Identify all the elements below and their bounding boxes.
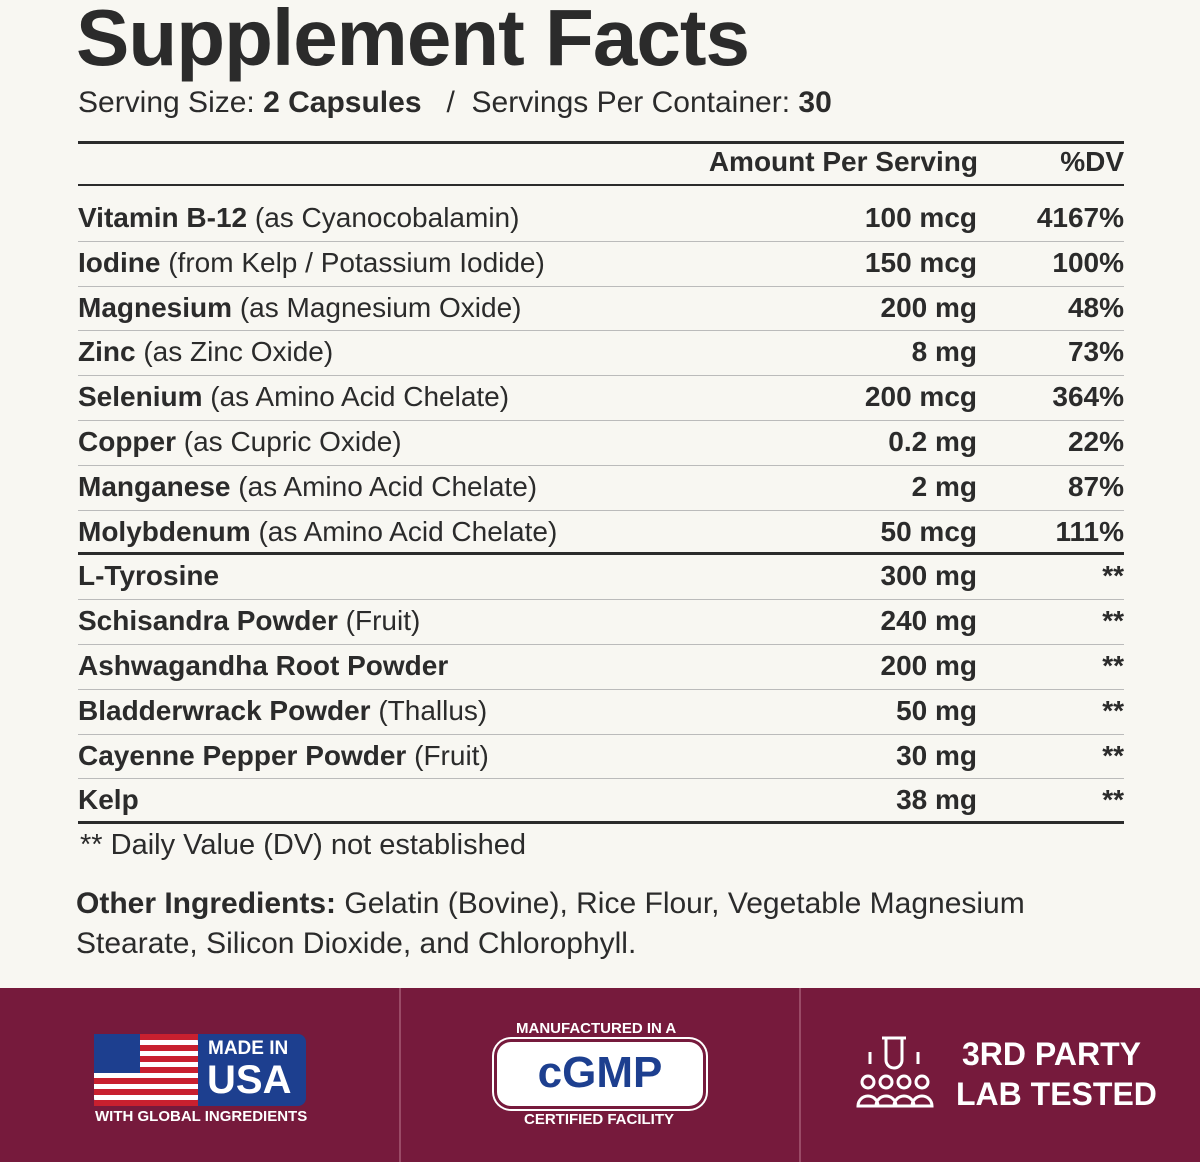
amount: 38 mg bbox=[896, 784, 977, 816]
daily-value: ** bbox=[1102, 560, 1124, 592]
separator: / bbox=[446, 86, 455, 119]
nutrient-row: Vitamin B-12 (as Cyanocobalamin) 100 mcg 4… bbox=[78, 197, 1124, 242]
daily-value: 73% bbox=[1067, 336, 1124, 368]
nutrient-detail: (as Amino Acid Chelate) bbox=[210, 381, 510, 413]
nutrient-row: L-Tyrosine 300 mg ** bbox=[78, 555, 1124, 601]
amount: 50 mg bbox=[896, 694, 977, 726]
daily-value: 87% bbox=[1067, 470, 1124, 502]
daily-value: 4167% bbox=[1036, 202, 1124, 233]
nutrient-detail: (as Zinc Oxide) bbox=[143, 336, 334, 368]
nutrient-rows: Vitamin B-12 (as Cyanocobalamin) 100 mcg 4… bbox=[78, 197, 1124, 825]
daily-value: 364% bbox=[1052, 381, 1124, 413]
amount: 100 mcg bbox=[864, 202, 977, 233]
nutrient-detail: (as Magnesium Oxide) bbox=[239, 291, 522, 323]
servings-per-container: 30 bbox=[798, 86, 832, 119]
nutrient-name: Molybdenum bbox=[78, 515, 251, 547]
badge-main: LAB TESTED bbox=[956, 1076, 1157, 1112]
nutrient-row: Manganese (as Amino Acid Chelate) 2 mg 87% bbox=[78, 466, 1124, 511]
nutrient-detail: (as Amino Acid Chelate) bbox=[238, 470, 538, 502]
amount: 240 mg bbox=[880, 605, 978, 637]
divider bbox=[799, 988, 801, 1162]
nutrient-name: Kelp bbox=[78, 784, 139, 816]
header-rule bbox=[78, 184, 1124, 186]
nutrient-name: Bladderwrack Powder bbox=[78, 694, 371, 726]
badge-top: MANUFACTURED IN A bbox=[516, 1020, 677, 1037]
nutrient-name: Copper bbox=[78, 425, 176, 457]
badge-bottom: CERTIFIED FACILITY bbox=[524, 1111, 674, 1128]
nutrient-name: Manganese bbox=[78, 470, 231, 502]
amount: 8 mg bbox=[911, 336, 977, 368]
servings-label: Servings Per Container: bbox=[471, 86, 791, 119]
nutrient-row: Selenium (as Amino Acid Chelate) 200 mcg 3… bbox=[78, 376, 1124, 421]
amount: 2 mg bbox=[911, 470, 977, 502]
column-header: %DV bbox=[1060, 146, 1124, 177]
nutrient-row: Iodine (from Kelp / Potassium Iodide) 150… bbox=[78, 242, 1124, 287]
daily-value: 22% bbox=[1067, 425, 1124, 457]
amount: 50 mcg bbox=[880, 515, 978, 547]
nutrient-name: Ashwagandha Root Powder bbox=[78, 649, 449, 681]
nutrient-name: Vitamin B-12 bbox=[78, 202, 248, 233]
nutrient-row: Bladderwrack Powder (Thallus) 50 mg ** bbox=[78, 690, 1124, 735]
nutrient-name: Schisandra Powder bbox=[78, 605, 338, 637]
nutrient-row: Molybdenum (as Amino Acid Chelate) 50 mcg… bbox=[78, 511, 1124, 556]
nutrient-detail: (as Cyanocobalamin) bbox=[254, 202, 520, 233]
amount: 200 mcg bbox=[864, 381, 977, 413]
other-ingredients-text: Gelatin (Bovine), Rice Flour, Vegetable … bbox=[76, 887, 1025, 960]
daily-value: ** bbox=[1102, 784, 1124, 816]
top-rule bbox=[78, 141, 1124, 144]
daily-value: ** bbox=[1102, 694, 1124, 726]
amount: 200 mg bbox=[880, 649, 978, 681]
title: Supplement Facts bbox=[76, 0, 750, 82]
badge-main: USA bbox=[207, 1058, 292, 1102]
daily-value: ** bbox=[1102, 605, 1124, 637]
column-header: Amount Per Serving bbox=[708, 146, 978, 177]
daily-value: ** bbox=[1102, 739, 1124, 771]
nutrient-detail: (Thallus) bbox=[378, 694, 488, 726]
usa-flag-badge bbox=[94, 1034, 306, 1106]
nutrient-detail: (Fruit) bbox=[345, 605, 421, 637]
amount: 30 mg bbox=[896, 739, 977, 771]
nutrient-name: Zinc bbox=[78, 336, 136, 368]
serving-info: Serving Size: 2 Capsules / Servings Per … bbox=[78, 86, 832, 120]
badge-band: MADE IN USA WITH GLOBAL INGREDIENTS MANU… bbox=[0, 988, 1200, 1162]
cgmp-box bbox=[497, 1042, 703, 1106]
nutrient-name: Iodine bbox=[78, 246, 161, 278]
nutrient-row: Cayenne Pepper Powder (Fruit) 30 mg ** bbox=[78, 735, 1124, 780]
divider bbox=[399, 988, 401, 1162]
daily-value: 100% bbox=[1052, 246, 1124, 278]
nutrient-detail: (as Cupric Oxide) bbox=[183, 425, 402, 457]
nutrient-detail: (Fruit) bbox=[414, 739, 489, 771]
nutrient-name: Cayenne Pepper Powder bbox=[78, 739, 407, 771]
badge-main: cGMP bbox=[537, 1048, 663, 1097]
badge-top: MADE IN bbox=[208, 1038, 289, 1059]
serving-size: 2 Capsules bbox=[263, 86, 422, 119]
daily-value: ** bbox=[1102, 649, 1124, 681]
daily-value: 111% bbox=[1055, 515, 1124, 547]
other-ingredients: Other Ingredients: Gelatin (Bovine), Ric… bbox=[76, 884, 1056, 964]
amount: 300 mg bbox=[880, 560, 978, 592]
amount: 0.2 mg bbox=[888, 425, 977, 457]
footnote: ** Daily Value (DV) not established bbox=[80, 829, 526, 861]
amount: 200 mg bbox=[880, 291, 978, 323]
badge-bottom: WITH GLOBAL INGREDIENTS bbox=[95, 1108, 308, 1125]
nutrient-detail: (from Kelp / Potassium Iodide) bbox=[168, 246, 545, 278]
nutrient-detail: (as Amino Acid Chelate) bbox=[258, 515, 558, 547]
nutrient-name: Selenium bbox=[78, 381, 203, 413]
badge-top: 3RD PARTY bbox=[962, 1036, 1141, 1072]
nutrient-row: Ashwagandha Root Powder 200 mg ** bbox=[78, 645, 1124, 690]
nutrient-row: Kelp 38 mg ** bbox=[78, 779, 1124, 825]
daily-value: 48% bbox=[1067, 291, 1124, 323]
nutrient-row: Schisandra Powder (Fruit) 240 mg ** bbox=[78, 600, 1124, 645]
serving-size-label: Serving Size: bbox=[78, 86, 255, 119]
nutrient-row: Magnesium (as Magnesium Oxide) 200 mg 48% bbox=[78, 287, 1124, 332]
amount: 150 mcg bbox=[864, 246, 977, 278]
nutrient-name: L-Tyrosine bbox=[78, 560, 220, 592]
lab-icon bbox=[856, 1036, 934, 1108]
nutrient-row: Copper (as Cupric Oxide) 0.2 mg 22% bbox=[78, 421, 1124, 466]
nutrient-name: Magnesium bbox=[78, 291, 233, 323]
other-ingredients-label: Other Ingredients: bbox=[76, 887, 337, 920]
nutrient-row: Zinc (as Zinc Oxide) 8 mg 73% bbox=[78, 331, 1124, 377]
